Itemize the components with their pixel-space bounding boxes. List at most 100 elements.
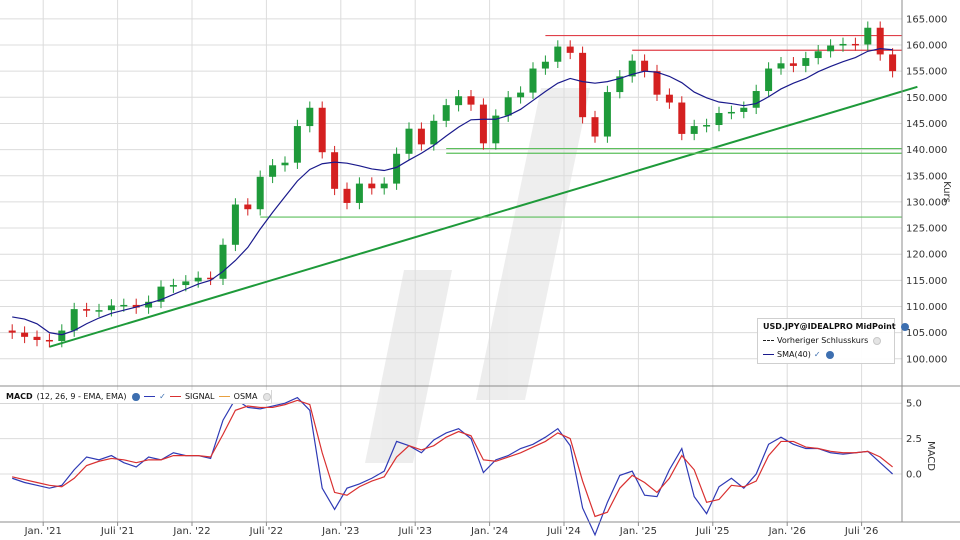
price-tick-label: 135.000 bbox=[906, 171, 947, 182]
candle-body bbox=[207, 277, 215, 280]
candle-body bbox=[802, 58, 810, 66]
legend-title: USD.JPY@IDEALPRO MidPoint bbox=[763, 322, 896, 331]
macd-legend: MACD (12, 26, 9 - EMA, EMA) ✓ SIGNAL OSM… bbox=[0, 390, 272, 404]
macd-legend-osma: OSMA bbox=[233, 392, 258, 401]
candle-body bbox=[641, 60, 649, 72]
candle-body bbox=[876, 27, 884, 55]
candle-body bbox=[169, 285, 177, 287]
candle-body bbox=[827, 45, 835, 52]
candle-body bbox=[219, 244, 227, 279]
globe-icon[interactable] bbox=[132, 392, 140, 401]
candle-body bbox=[653, 71, 661, 95]
candle-body bbox=[814, 51, 822, 59]
macd-tick-label: 0.0 bbox=[906, 470, 922, 481]
candle-body bbox=[21, 332, 29, 337]
candle-body bbox=[70, 309, 78, 331]
visibility-toggle-icon[interactable] bbox=[873, 336, 882, 345]
check-icon[interactable]: ✓ bbox=[159, 392, 166, 401]
candle-body bbox=[231, 204, 239, 245]
time-tick-label: Jan. '25 bbox=[619, 526, 657, 537]
time-tick-label: Jan. '22 bbox=[172, 526, 210, 537]
candle-body bbox=[306, 107, 314, 127]
time-tick-label: Juli '22 bbox=[249, 526, 284, 537]
legend-title-row: USD.JPY@IDEALPRO MidPoint bbox=[763, 322, 909, 331]
candle-body bbox=[256, 176, 264, 210]
candle-body bbox=[430, 120, 438, 145]
candle-body bbox=[95, 310, 103, 312]
candle-body bbox=[591, 117, 599, 137]
time-tick-label: Juli '21 bbox=[100, 526, 135, 537]
candle-body bbox=[157, 286, 165, 302]
dashed-line-swatch-icon bbox=[763, 340, 774, 341]
candle-body bbox=[83, 309, 91, 311]
candle-body bbox=[132, 304, 140, 308]
price-series bbox=[8, 21, 897, 348]
candle-body bbox=[194, 277, 202, 282]
line-swatch-icon bbox=[763, 354, 774, 355]
price-tick-label: 145.000 bbox=[906, 119, 947, 130]
candle-body bbox=[566, 46, 574, 53]
macd-legend-signal: SIGNAL bbox=[184, 392, 215, 401]
candle-body bbox=[368, 183, 376, 189]
candle-body bbox=[703, 125, 711, 127]
price-tick-label: 115.000 bbox=[906, 276, 947, 287]
candle-body bbox=[393, 153, 401, 184]
candle-body bbox=[529, 68, 537, 93]
candle-body bbox=[690, 126, 698, 134]
candle-body bbox=[45, 339, 53, 342]
price-tick-label: 150.000 bbox=[906, 93, 947, 104]
check-icon[interactable]: ✓ bbox=[813, 350, 821, 359]
candle-body bbox=[492, 115, 500, 144]
candle-body bbox=[281, 162, 289, 166]
candle-body bbox=[182, 281, 190, 286]
macd-swatch-icon bbox=[143, 396, 156, 397]
macd-legend-title: MACD bbox=[6, 392, 33, 401]
time-tick-label: Jan. '21 bbox=[24, 526, 62, 537]
signal-swatch-icon bbox=[169, 396, 181, 397]
candle-body bbox=[752, 91, 760, 108]
candle-body bbox=[331, 152, 339, 189]
candle-body bbox=[442, 105, 450, 121]
candle-body bbox=[777, 63, 785, 69]
macd-axis-title: MACD bbox=[925, 441, 936, 471]
candle-body bbox=[789, 63, 797, 66]
macd-tick-label: 2.5 bbox=[906, 434, 922, 445]
visibility-toggle-icon[interactable] bbox=[263, 392, 271, 401]
time-tick-label: Juli '26 bbox=[844, 526, 879, 537]
time-tick-label: Juli '24 bbox=[546, 526, 581, 537]
candle-body bbox=[665, 94, 673, 103]
price-tick-label: 105.000 bbox=[906, 328, 947, 339]
macd-tick-label: 5.0 bbox=[906, 399, 922, 410]
axes: 100.000 105.000 110.000 115.000 120.000 125.0… bbox=[24, 14, 948, 537]
candle-body bbox=[120, 304, 128, 307]
candle-body bbox=[839, 43, 847, 46]
candle-body bbox=[343, 188, 351, 203]
legend-sma-row: SMA(40) ✓ bbox=[763, 350, 834, 359]
price-tick-label: 155.000 bbox=[906, 67, 947, 78]
candle-body bbox=[765, 68, 773, 92]
candle-body bbox=[851, 43, 859, 46]
price-tick-label: 100.000 bbox=[906, 354, 947, 365]
candle-body bbox=[417, 128, 425, 145]
candle-body bbox=[455, 96, 463, 106]
price-tick-label: 160.000 bbox=[906, 41, 947, 52]
osma-swatch-icon bbox=[218, 396, 230, 397]
watermark-logo bbox=[365, 88, 590, 463]
price-legend: USD.JPY@IDEALPRO MidPoint Vorheriger Sch… bbox=[757, 318, 909, 364]
price-tick-label: 165.000 bbox=[906, 14, 947, 25]
grid bbox=[0, 0, 902, 522]
time-tick-label: Juli '23 bbox=[397, 526, 432, 537]
globe-icon[interactable] bbox=[825, 350, 834, 359]
candle-body bbox=[8, 330, 16, 333]
candle-body bbox=[740, 107, 748, 112]
candle-body bbox=[33, 336, 41, 340]
signal-line bbox=[12, 399, 893, 518]
globe-icon[interactable] bbox=[900, 322, 909, 331]
candle-body bbox=[269, 165, 277, 177]
macd-panel bbox=[12, 396, 894, 537]
candle-body bbox=[405, 128, 413, 154]
annotations bbox=[49, 34, 918, 348]
candle-body bbox=[541, 61, 549, 69]
price-axis-title: Kurs bbox=[941, 181, 952, 203]
candle-body bbox=[504, 97, 512, 116]
